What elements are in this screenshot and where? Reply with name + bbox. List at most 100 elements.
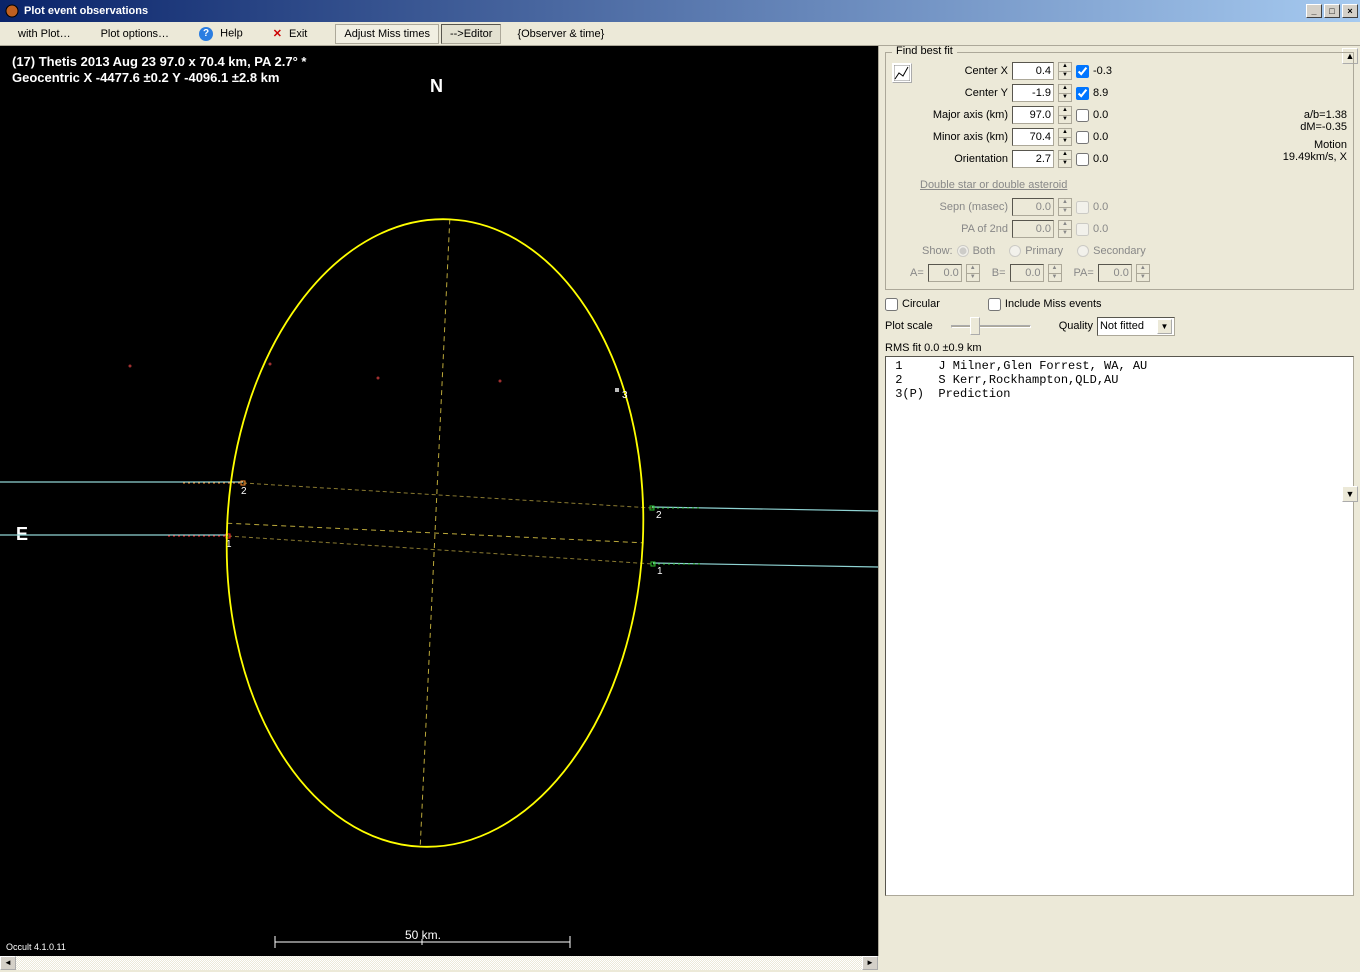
scroll-right-button[interactable]: ► — [862, 956, 878, 970]
help-icon: ? — [199, 27, 213, 41]
show-secondary-radio — [1077, 245, 1089, 257]
editor-button[interactable]: -->Editor — [441, 24, 502, 44]
show-secondary-label: Secondary — [1093, 245, 1146, 257]
minor-offset: 0.0 — [1093, 131, 1121, 143]
pa-input — [1098, 264, 1132, 282]
b-input — [1010, 264, 1044, 282]
chevron-down-icon: ▼ — [1157, 319, 1172, 334]
include-miss-checkbox[interactable] — [988, 298, 1001, 311]
motion-label: Motion — [1267, 139, 1347, 151]
find-best-fit-group: Find best fit Center X ▲▼ -0.3 — [885, 52, 1354, 290]
dm-value: dM=-0.35 — [1267, 121, 1347, 133]
minor-checkbox[interactable] — [1076, 131, 1089, 144]
centery-input[interactable] — [1012, 84, 1054, 102]
maximize-button[interactable]: □ — [1324, 4, 1340, 18]
minor-spinner[interactable]: ▲▼ — [1058, 128, 1072, 146]
pa-label: PA= — [1074, 267, 1094, 279]
minimize-button[interactable]: _ — [1306, 4, 1322, 18]
major-checkbox[interactable] — [1076, 109, 1089, 122]
centerx-checkbox[interactable] — [1076, 65, 1089, 78]
titlebar: Plot event observations _ □ × — [0, 0, 1360, 22]
circular-label: Circular — [902, 298, 940, 310]
app-icon — [4, 3, 20, 19]
centerx-input[interactable] — [1012, 62, 1054, 80]
exit-icon: ✕ — [273, 28, 282, 40]
svg-text:2: 2 — [656, 510, 662, 521]
sepn-offset: 0.0 — [1093, 201, 1121, 213]
scroll-left-button[interactable]: ◄ — [0, 956, 16, 970]
major-spinner[interactable]: ▲▼ — [1058, 106, 1072, 124]
show-both-radio — [957, 245, 969, 257]
sepn-checkbox — [1076, 201, 1089, 214]
window-title: Plot event observations — [24, 5, 1304, 17]
svg-text:3: 3 — [622, 390, 628, 401]
plot-svg: 1122 3 — [0, 46, 878, 956]
pa2-offset: 0.0 — [1093, 223, 1121, 235]
pa2-label: PA of 2nd — [892, 223, 1008, 235]
b-label: B= — [992, 267, 1006, 279]
quality-label: Quality — [1059, 320, 1093, 332]
major-offset: 0.0 — [1093, 109, 1121, 121]
svg-text:2: 2 — [241, 486, 247, 497]
major-input[interactable] — [1012, 106, 1054, 124]
orient-label: Orientation — [922, 153, 1008, 165]
b-spinner: ▲▼ — [1048, 264, 1062, 282]
observer-time-menu[interactable]: {Observer & time} — [503, 26, 618, 42]
sepn-input — [1012, 198, 1054, 216]
horizontal-scrollbar[interactable]: ◄ ► — [0, 956, 878, 970]
plot-canvas[interactable]: (17) Thetis 2013 Aug 23 97.0 x 70.4 km, … — [0, 46, 878, 956]
minor-label: Minor axis (km) — [922, 131, 1008, 143]
show-label: Show: — [922, 245, 953, 257]
exit-label: Exit — [289, 28, 307, 40]
orient-offset: 0.0 — [1093, 153, 1121, 165]
double-star-label: Double star or double asteroid — [920, 179, 1067, 191]
rms-label: RMS fit 0.0 ±0.9 km — [885, 342, 1354, 354]
plot-scale-slider[interactable] — [951, 325, 1031, 328]
centery-offset: 8.9 — [1093, 87, 1121, 99]
sepn-label: Sepn (masec) — [892, 201, 1008, 213]
fit-icon-button[interactable] — [892, 63, 912, 83]
help-menu[interactable]: ? Help — [185, 25, 257, 43]
quality-combo[interactable]: Not fitted ▼ — [1097, 317, 1175, 336]
help-label: Help — [220, 27, 243, 39]
a-label: A= — [910, 267, 924, 279]
side-panel: ▲ Find best fit Center X ▲▼ -0.3 — [878, 46, 1360, 956]
orient-checkbox[interactable] — [1076, 153, 1089, 166]
centery-checkbox[interactable] — [1076, 87, 1089, 100]
include-miss-label: Include Miss events — [1005, 298, 1102, 310]
svg-text:1: 1 — [657, 566, 663, 577]
main-area: (17) Thetis 2013 Aug 23 97.0 x 70.4 km, … — [0, 46, 1360, 956]
orient-spinner[interactable]: ▲▼ — [1058, 150, 1072, 168]
orient-input[interactable] — [1012, 150, 1054, 168]
a-spinner: ▲▼ — [966, 264, 980, 282]
pa2-checkbox — [1076, 223, 1089, 236]
major-label: Major axis (km) — [922, 109, 1008, 121]
circular-checkbox[interactable] — [885, 298, 898, 311]
pa-spinner: ▲▼ — [1136, 264, 1150, 282]
motion-value: 19.49km/s, X — [1267, 151, 1347, 163]
exit-menu[interactable]: ✕ Exit — [259, 25, 322, 42]
observers-listbox[interactable]: 1 J Milner,Glen Forrest, WA, AU 2 S Kerr… — [885, 356, 1354, 896]
centerx-spinner[interactable]: ▲▼ — [1058, 62, 1072, 80]
show-primary-label: Primary — [1025, 245, 1063, 257]
pa2-spinner: ▲▼ — [1058, 220, 1072, 238]
a-input — [928, 264, 962, 282]
show-both-label: Both — [973, 245, 996, 257]
plot-options-menu[interactable]: Plot options… — [87, 26, 183, 42]
centerx-label: Center X — [922, 65, 1008, 77]
panel-scroll-down[interactable]: ▼ — [1342, 486, 1358, 502]
centery-spinner[interactable]: ▲▼ — [1058, 84, 1072, 102]
centery-label: Center Y — [922, 87, 1008, 99]
close-button[interactable]: × — [1342, 4, 1358, 18]
ab-ratio: a/b=1.38 — [1267, 109, 1347, 121]
show-primary-radio — [1009, 245, 1021, 257]
fit-legend: Find best fit — [892, 46, 957, 57]
toolbar: with Plot… Plot options… ? Help ✕ Exit A… — [0, 22, 1360, 46]
centerx-offset: -0.3 — [1093, 65, 1121, 77]
sepn-spinner: ▲▼ — [1058, 198, 1072, 216]
with-plot-menu[interactable]: with Plot… — [4, 26, 85, 42]
minor-input[interactable] — [1012, 128, 1054, 146]
pa2-input — [1012, 220, 1054, 238]
adjust-miss-button[interactable]: Adjust Miss times — [335, 24, 439, 44]
quality-value: Not fitted — [1100, 320, 1144, 332]
